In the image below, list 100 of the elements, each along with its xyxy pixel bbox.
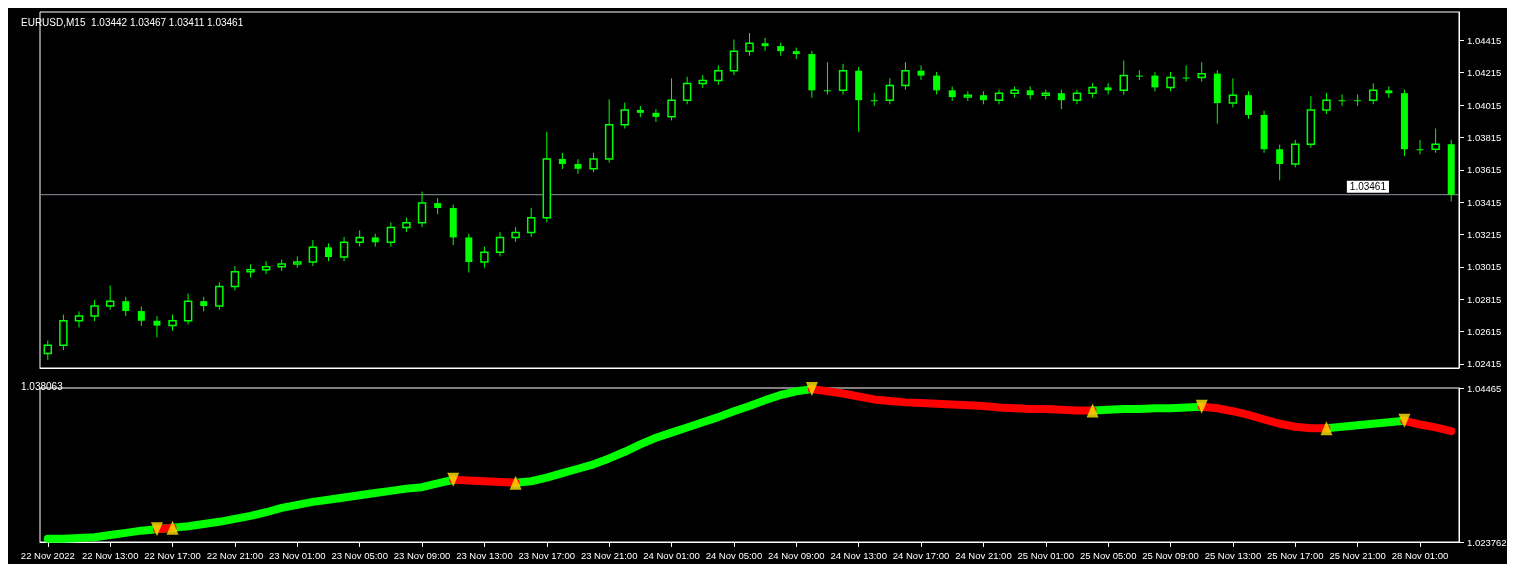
candlestick [526,207,536,238]
y-tick-label: 1.023762 [1467,536,1507,548]
x-tick-label: 23 Nov 13:00 [456,549,513,561]
candlestick [122,296,130,317]
x-tick-label: 25 Nov 09:00 [1142,549,1199,561]
candlestick [105,284,115,311]
y-tick-label: 1.03015 [1467,261,1502,273]
candlestick [729,39,739,76]
candlestick [667,77,676,121]
x-tick-label: 23 Nov 17:00 [518,549,576,561]
point [805,382,818,397]
candlestick [495,231,505,257]
y-tick-label: 1.04215 [1467,67,1502,79]
candlestick [417,191,427,228]
candlestick [1166,71,1175,92]
candlestick [714,64,723,86]
candlestick [1276,144,1284,181]
x-tick-label: 24 Nov 01:00 [643,549,700,561]
x-tick-label: 25 Nov 17:00 [1267,549,1324,561]
candlestick [620,102,629,130]
candlestick [74,310,84,329]
candlestick [682,76,692,105]
y-tick-label: 1.02615 [1467,326,1502,338]
y-tick-label: 1.03215 [1467,229,1502,240]
x-tick-label: 24 Nov 17:00 [892,549,950,561]
candlestick [1151,71,1159,92]
candlestick [1119,60,1128,96]
x-tick-label: 22 Nov 17:00 [144,549,201,561]
point [150,522,163,537]
y-tick-label: 1.04465 [1467,382,1502,394]
candlestick [43,339,53,361]
y-tick-label: 1.03415 [1467,196,1502,208]
x-tick-label: 23 Nov 05:00 [331,549,388,561]
candlestick [339,236,349,262]
candlestick [183,293,193,325]
candlestick [1322,92,1331,115]
candlestick [901,61,910,91]
point [1086,403,1099,418]
candlestick [1244,90,1252,120]
candlestick [1354,94,1362,107]
candlestick [261,260,271,275]
x-tick-label: 28 Nov 01:00 [1391,549,1449,561]
x-tick-label: 24 Nov 13:00 [830,549,887,561]
x-tick-label: 25 Nov 13:00 [1204,549,1262,561]
candlestick [917,64,925,81]
candlestick [1338,94,1346,107]
x-tick-label: 23 Nov 21:00 [580,549,638,561]
x-tick-label: 23 Nov 09:00 [393,549,451,561]
candlestick [1228,77,1238,108]
point [166,520,179,535]
x-tick-label: 22 Nov 13:00 [81,549,139,561]
candlestick [1368,82,1378,105]
chart-title: EURUSD,M15 1.03442 1.03467 1.03411 1.03461 [21,16,244,28]
x-tick-label: 25 Nov 05:00 [1079,549,1137,561]
candlestick [1416,139,1424,155]
x-tick-label: 24 Nov 21:00 [955,549,1012,561]
candlestick [480,246,489,269]
x-tick-label: 23 Nov 01:00 [269,549,326,561]
point [1320,421,1333,436]
x-tick-label: 24 Nov 05:00 [705,549,763,561]
candlestick [1197,61,1206,83]
point [447,472,460,487]
x-tick-label: 25 Nov 21:00 [1329,549,1386,561]
candlestick [745,32,754,57]
candlestick [652,108,660,123]
candlestick [885,77,895,105]
x-tick-label: 25 Nov 01:00 [1017,549,1075,561]
candlestick [1291,139,1300,168]
candlestick [215,281,224,311]
x-tick-label: 22 Nov 2022 [20,549,75,561]
x-tick-label: 24 Nov 09:00 [768,549,825,561]
candlestick [230,265,240,291]
candlestick [153,315,161,338]
candlestick [1431,128,1440,154]
candlestick [308,239,318,267]
candlestick [823,61,831,96]
candlestick [386,221,396,248]
point [509,475,522,490]
y-tick-label: 1.04015 [1467,99,1502,111]
candlestick [1135,69,1143,81]
candlestick [933,71,941,96]
candlestick [589,152,598,173]
candlestick [870,92,878,107]
candlestick [838,63,848,96]
y-tick-label: 1.03815 [1467,131,1502,143]
candlestick [1057,89,1065,110]
candlestick [90,299,99,322]
y-tick-label: 1.03615 [1467,164,1502,176]
candlestick [137,306,145,327]
y-tick-label: 1.04415 [1467,34,1502,46]
y-tick-label: 1.02815 [1467,293,1502,305]
point [1195,399,1208,414]
y-tick-label: 1.02415 [1467,358,1502,370]
candlestick [1104,82,1112,96]
point [1398,413,1411,428]
candlestick [1182,64,1190,83]
x-tick-label: 22 Nov 21:00 [206,549,264,561]
ref-line-label: 1.03461 [1349,181,1387,193]
chart-title: 1.038063 [21,380,64,392]
candlestick [574,158,582,175]
